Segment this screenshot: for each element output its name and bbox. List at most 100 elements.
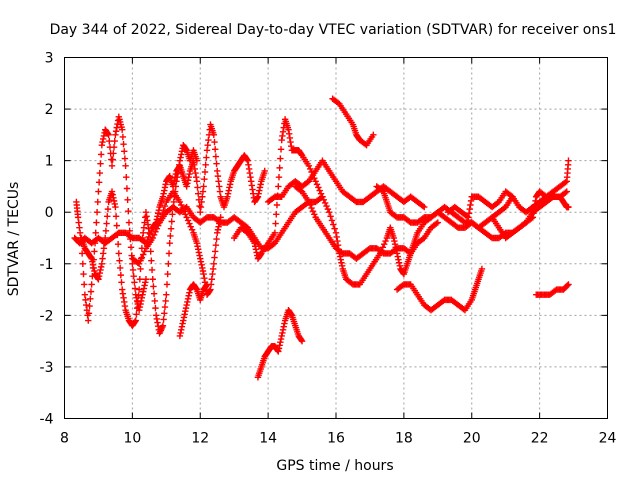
data-point: [210, 131, 218, 139]
data-point: [110, 144, 118, 151]
data-point: [154, 222, 162, 229]
x-axis-tick-labels: 8 10 12 14 16 18 20 22 24: [60, 431, 616, 447]
data-point: [138, 254, 146, 261]
chart-title: Day 344 of 2022, Sidereal Day-to-day VTE…: [50, 22, 617, 38]
data-point: [78, 250, 86, 257]
data-point: [85, 310, 93, 317]
data-point: [563, 188, 570, 195]
data-point: [109, 156, 116, 163]
data-point: [115, 250, 122, 257]
data-point: [213, 160, 220, 167]
data-point: [120, 140, 127, 148]
data-point: [121, 148, 128, 155]
data-point: [273, 211, 280, 218]
data-point: [110, 150, 117, 157]
data-point: [331, 225, 338, 232]
data-point: [307, 201, 314, 209]
data-point: [313, 181, 321, 188]
data-point: [159, 211, 166, 218]
data-point: [421, 203, 428, 211]
data-point: [114, 240, 122, 248]
data-point: [152, 304, 159, 312]
series-track-4: [149, 121, 268, 231]
y-tick-label: 3: [45, 51, 54, 67]
data-point: [118, 279, 125, 286]
data-point: [316, 187, 323, 194]
data-point: [88, 281, 95, 288]
data-point: [135, 292, 142, 299]
data-point: [213, 235, 220, 243]
data-point: [305, 162, 313, 169]
data-point: [169, 211, 176, 218]
data-point: [146, 230, 154, 238]
data-point: [311, 211, 318, 218]
data-point: [85, 317, 92, 324]
data-point: [275, 183, 282, 190]
data-point: [315, 184, 322, 191]
data-point: [161, 202, 169, 210]
data-point: [116, 257, 123, 264]
data-point: [184, 217, 192, 224]
x-tick-label: 8: [60, 431, 69, 447]
data-point: [125, 207, 132, 215]
y-tick-label: -1: [40, 257, 54, 273]
data-point: [528, 215, 535, 222]
data-point: [211, 248, 219, 255]
x-tick-label: 14: [259, 431, 277, 447]
data-point: [148, 257, 155, 264]
data-point: [150, 283, 157, 290]
data-point: [123, 185, 131, 192]
data-point: [116, 264, 124, 272]
y-tick-label: -4: [40, 412, 54, 428]
data-point: [176, 198, 184, 206]
data-point: [124, 196, 131, 204]
data-point: [113, 222, 120, 229]
data-point: [86, 302, 93, 310]
series-track-12: [444, 157, 572, 221]
data-point: [203, 281, 211, 288]
data-point: [321, 199, 329, 207]
series-track-16: [533, 281, 572, 298]
data-point: [117, 271, 125, 279]
series-track-15: [329, 95, 377, 149]
data-point: [153, 225, 161, 232]
data-point: [123, 173, 130, 181]
data-point: [160, 206, 167, 214]
data-point: [277, 155, 284, 162]
data-point: [201, 176, 208, 183]
data-point: [167, 225, 175, 232]
data-point: [118, 126, 126, 133]
data-point: [275, 173, 283, 181]
data-point: [271, 229, 279, 237]
series-track-11: [393, 265, 486, 314]
data-point: [308, 204, 315, 212]
data-point: [187, 223, 194, 230]
data-point: [217, 214, 224, 221]
data-point: [183, 214, 190, 221]
data-point: [380, 240, 388, 248]
data-point: [330, 221, 337, 228]
data-point: [152, 228, 159, 236]
data-point: [94, 198, 101, 206]
data-point: [102, 227, 110, 234]
data-point: [370, 131, 377, 139]
data-point: [104, 205, 112, 213]
data-point: [562, 189, 569, 196]
data-point: [434, 219, 442, 226]
series-track-14: [254, 307, 306, 381]
data-point: [141, 248, 148, 255]
data-point: [168, 218, 175, 225]
y-tick-label: 2: [45, 102, 54, 118]
y-tick-label: 0: [45, 205, 54, 221]
data-point: [193, 178, 201, 185]
data-point: [565, 281, 572, 288]
data-point: [327, 213, 334, 220]
data-point: [200, 183, 207, 190]
data-point: [312, 178, 319, 185]
data-point: [196, 202, 203, 210]
data-point: [564, 282, 571, 289]
data-point: [79, 260, 87, 267]
data-point: [92, 229, 99, 237]
data-point: [121, 155, 129, 162]
data-point: [95, 188, 102, 195]
